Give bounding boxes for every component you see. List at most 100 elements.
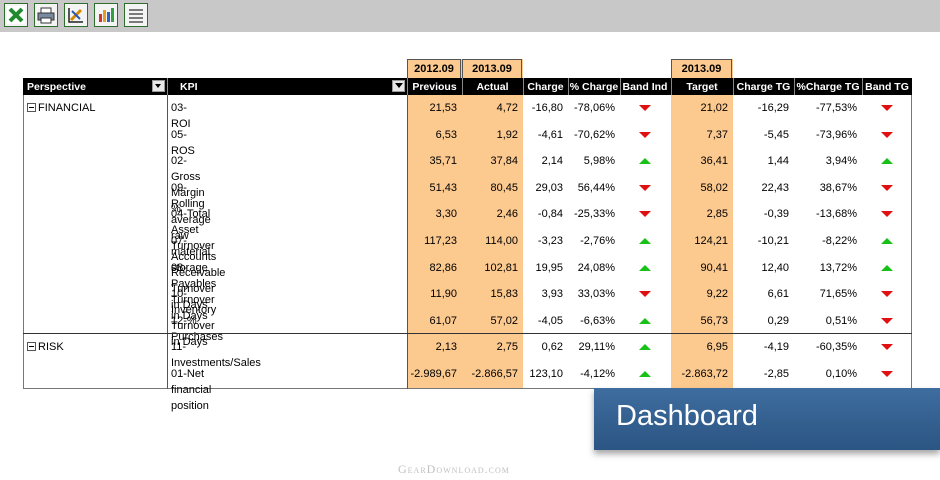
bar-chart-button[interactable] [94, 3, 118, 27]
cell-pct-charge: -4,12% [580, 368, 615, 380]
cell-target: 6,95 [706, 341, 728, 354]
cell-pct-charge: 24,08% [577, 261, 615, 274]
column-header-charge: Charge [527, 81, 564, 93]
cell-pct-charge: 33,03% [577, 288, 615, 301]
excel-export-button[interactable] [4, 3, 28, 27]
kpi-name: 04-Total Asset Turnover [171, 208, 215, 253]
cell-previous: 6,53 [435, 128, 457, 141]
header-separator [620, 78, 621, 95]
header-separator [523, 78, 524, 95]
cell-charge: -3,23 [537, 235, 563, 247]
kpi-name: 12-% Purchases [171, 314, 223, 343]
cell-pct-charge: -70,62% [574, 128, 615, 141]
cell-actual: 1,92 [496, 128, 518, 141]
edit-chart-icon [68, 8, 83, 23]
cell-actual: 57,02 [490, 314, 518, 327]
excel-icon [7, 6, 25, 24]
cell-actual: 102,81 [484, 261, 518, 274]
cell-actual: 4,72 [496, 102, 518, 114]
kpi-name: 05-ROS [171, 128, 195, 157]
toolbar [0, 0, 940, 32]
cell-charge: -0,84 [537, 208, 563, 221]
column-header-actual: Actual [476, 81, 509, 93]
dashboard-banner[interactable]: Dashboard [594, 388, 940, 450]
cell-target: 2,85 [706, 208, 728, 221]
previous-period-header: 2012.09 [407, 59, 461, 78]
header-separator [462, 78, 463, 95]
cell-pct-charge-tg: 38,67% [819, 181, 857, 194]
header-separator [671, 78, 672, 95]
cell-pct-charge: -6,63% [580, 314, 615, 327]
cell-actual: -2.866,57 [471, 368, 518, 380]
collapse-toggle-icon[interactable] [27, 103, 36, 112]
collapse-toggle-icon[interactable] [27, 342, 36, 352]
list-icon [129, 9, 143, 23]
arrow-down-icon [881, 317, 893, 324]
column-header-band-tg: Band TG [865, 81, 909, 93]
cell-charge-tg: -4,19 [763, 341, 789, 354]
cell-pct-charge-tg: -73,96% [816, 128, 857, 141]
cell-charge: -4,05 [537, 314, 563, 327]
cell-actual: 37,84 [490, 155, 518, 168]
watermark: GearDownload.com [398, 462, 510, 476]
chevron-down-icon [155, 84, 161, 88]
print-button[interactable] [34, 3, 58, 27]
cell-charge-tg: 12,40 [761, 261, 789, 274]
cell-previous: 35,71 [429, 155, 457, 168]
cell-target: 21,02 [700, 102, 728, 114]
cell-charge-tg: 6,61 [767, 288, 789, 301]
header-separator [407, 78, 408, 95]
list-view-button[interactable] [124, 3, 148, 27]
arrow-up-icon [639, 264, 651, 271]
arrow-down-icon [639, 211, 651, 218]
group-separator [23, 333, 912, 335]
actual-period-header: 2013.09 [462, 59, 522, 78]
cell-charge-tg: -16,29 [757, 102, 789, 114]
arrow-down-icon [881, 105, 893, 111]
cell-charge: 29,03 [535, 181, 563, 194]
perspective-divider [167, 95, 168, 389]
cell-charge-tg: -5,45 [763, 128, 789, 141]
perspective-label: RISK [38, 341, 64, 354]
cell-charge: 19,95 [535, 261, 563, 274]
cell-pct-charge: 29,11% [578, 341, 616, 354]
cell-previous: 51,43 [429, 181, 457, 194]
column-header-band-ind: Band Ind [622, 81, 668, 93]
header-separator [733, 78, 734, 95]
arrow-up-icon [881, 238, 893, 244]
perspective-label: FINANCIAL [38, 102, 96, 114]
cell-pct-charge-tg: -8,22% [822, 235, 857, 247]
cell-pct-charge-tg: 0,51% [825, 314, 857, 327]
arrow-up-icon [639, 344, 651, 351]
cell-previous: 11,90 [430, 288, 457, 301]
cell-charge: -4,61 [537, 128, 563, 141]
cell-pct-charge: 5,98% [583, 155, 615, 168]
edit-chart-button[interactable] [64, 3, 88, 27]
arrow-up-icon [639, 317, 651, 324]
cell-pct-charge-tg: -77,53% [816, 102, 857, 114]
arrow-down-icon [639, 291, 651, 298]
kpi-name: 07-Accounts Receivable Turnover in Days [171, 235, 226, 311]
kpi-name: 01-Net financial position [171, 368, 212, 412]
cell-pct-charge-tg: 0,10% [825, 368, 857, 380]
kpi-name: 09-Rolling average raw material storage [171, 181, 211, 274]
cell-actual: 15,83 [490, 288, 518, 301]
arrow-down-icon [881, 184, 893, 191]
cell-pct-charge-tg: -60,35% [816, 341, 857, 354]
cell-target: 124,21 [694, 235, 728, 247]
cell-pct-charge-tg: 13,72% [819, 261, 857, 274]
cell-pct-charge: -25,33% [574, 208, 615, 221]
column-header-previous: Previous [412, 81, 457, 93]
cell-actual: 2,75 [496, 341, 518, 354]
cell-target: 7,37 [706, 128, 728, 141]
arrow-up-icon [881, 158, 893, 165]
cell-charge: 123,10 [529, 368, 563, 380]
cell-pct-charge: -2,76% [580, 235, 615, 247]
kpi-divider [407, 95, 408, 389]
arrow-up-icon [639, 158, 651, 165]
cell-target: 9,22 [706, 288, 728, 301]
bar-chart-icon [99, 8, 114, 22]
cell-actual: 114,00 [485, 235, 518, 247]
header-separator [568, 78, 569, 95]
arrow-down-icon [639, 131, 651, 138]
